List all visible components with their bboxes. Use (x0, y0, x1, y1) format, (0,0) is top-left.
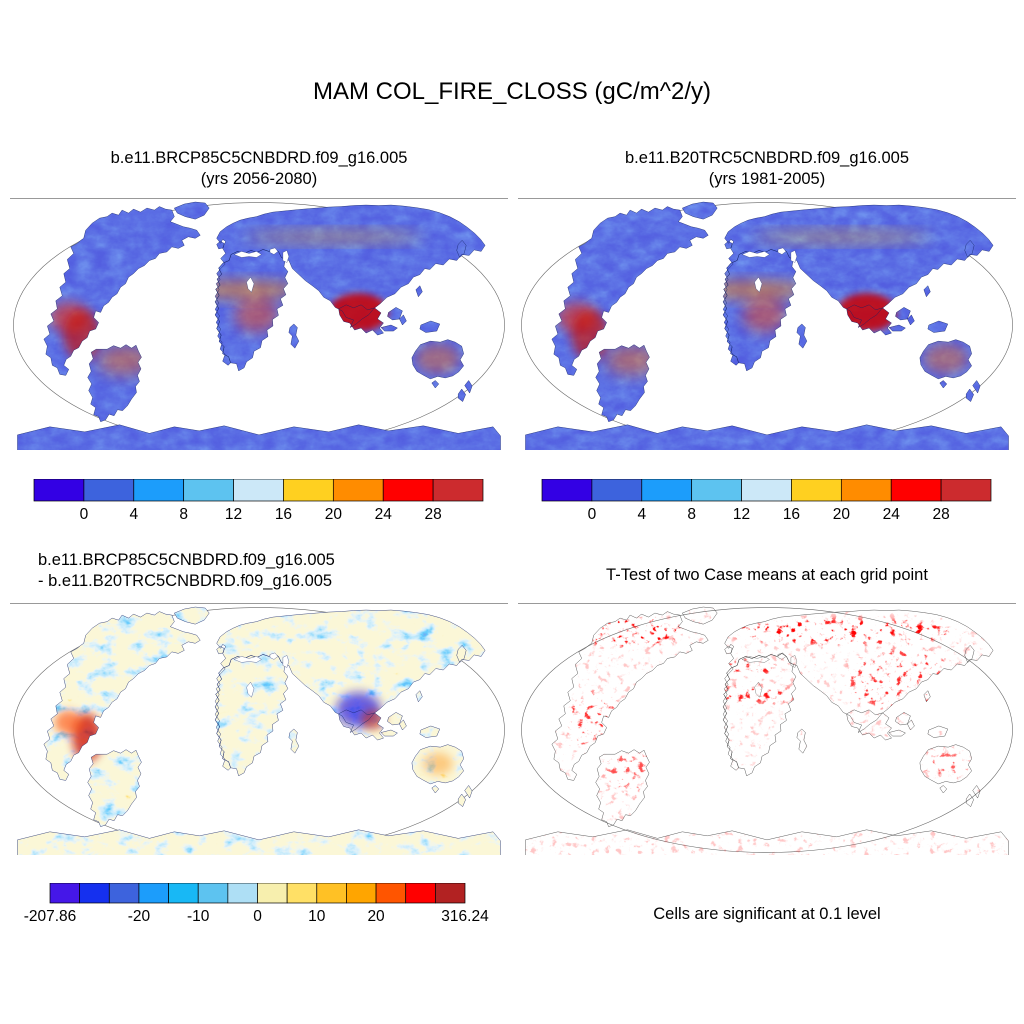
svg-text:0: 0 (588, 506, 597, 523)
svg-text:-20: -20 (128, 908, 151, 925)
svg-text:12: 12 (225, 506, 242, 523)
svg-text:20: 20 (833, 506, 851, 523)
svg-text:316.24: 316.24 (441, 908, 489, 925)
svg-text:24: 24 (375, 506, 393, 523)
svg-text:4: 4 (129, 506, 138, 523)
svg-text:0: 0 (80, 506, 89, 523)
svg-text:20: 20 (325, 506, 343, 523)
svg-text:20: 20 (367, 908, 385, 925)
svg-text:8: 8 (687, 506, 696, 523)
svg-text:16: 16 (783, 506, 800, 523)
svg-text:24: 24 (883, 506, 901, 523)
svg-text:16: 16 (275, 506, 292, 523)
svg-text:4: 4 (637, 506, 646, 523)
svg-text:28: 28 (424, 506, 441, 523)
svg-text:-207.86: -207.86 (24, 908, 77, 925)
svg-text:12: 12 (733, 506, 750, 523)
svg-text:28: 28 (932, 506, 949, 523)
svg-text:10: 10 (308, 908, 326, 925)
svg-text:8: 8 (179, 506, 188, 523)
svg-text:-10: -10 (187, 908, 210, 925)
svg-text:0: 0 (253, 908, 262, 925)
